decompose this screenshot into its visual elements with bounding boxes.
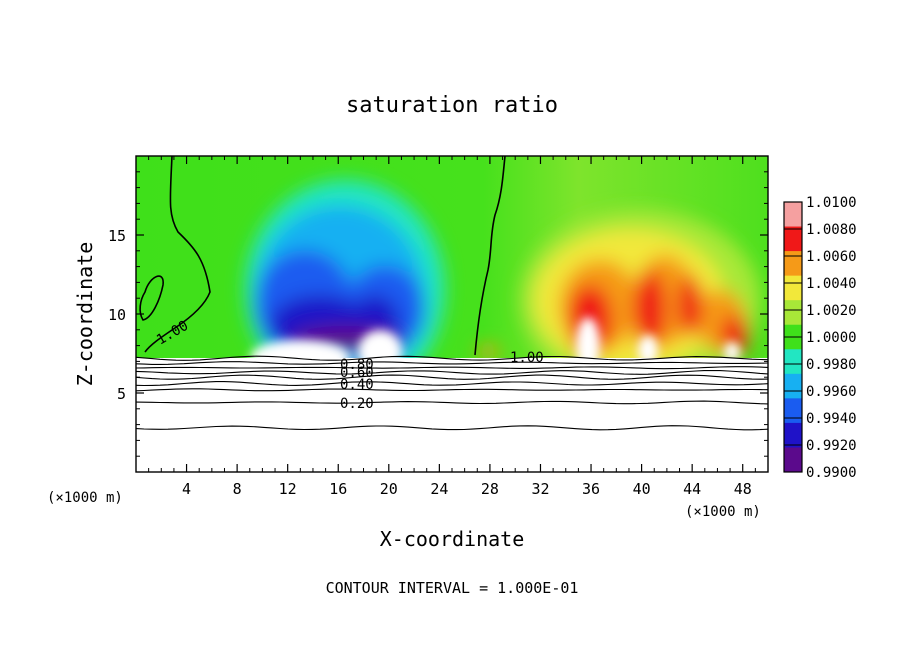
contour-label: 0.80	[340, 357, 374, 373]
x-tick-label: 16	[329, 480, 347, 498]
colorbar-label: 1.0040	[806, 276, 857, 292]
x-tick-label: 8	[233, 480, 242, 498]
x-tick-label: 20	[380, 480, 398, 498]
x-tick-label: 32	[531, 480, 549, 498]
contour-line	[135, 361, 769, 365]
contour-label: 1.00	[510, 350, 544, 366]
colorbar-swatch	[784, 422, 802, 448]
lower-contour-lines	[135, 355, 769, 431]
colorbar-label: 0.9940	[806, 411, 857, 427]
x-tick-label: 40	[633, 480, 651, 498]
x-tick-label: 36	[582, 480, 600, 498]
contour-line	[135, 381, 769, 387]
y-tick-label: 15	[108, 227, 126, 245]
contour-line	[135, 388, 769, 392]
y-tick-label: 10	[108, 306, 126, 324]
y-axis: 5 10 15	[108, 171, 768, 457]
contour-line	[135, 400, 769, 405]
x-tick-label: 24	[430, 480, 448, 498]
x-tick-label: 48	[734, 480, 752, 498]
colorbar-swatch	[784, 398, 802, 424]
colorbar-swatch	[784, 300, 802, 326]
colorbar-swatch	[784, 251, 802, 277]
contour-interval-note: CONTOUR INTERVAL = 1.000E-01	[326, 579, 579, 597]
x-tick-label: 4	[182, 480, 191, 498]
colorbar-label: 0.9920	[806, 438, 857, 454]
colorbar-label: 1.0060	[806, 249, 857, 265]
contour-line	[135, 374, 769, 380]
colorbar-label: 1.0000	[806, 330, 857, 346]
x-tick-label: 12	[279, 480, 297, 498]
colorbar-swatch	[784, 202, 802, 228]
y-axis-label: Z-coordinate	[73, 242, 97, 387]
colorbar-swatch	[784, 349, 802, 375]
contour-label: 0.60	[340, 365, 374, 381]
colorbar-swatch	[784, 275, 802, 301]
contour-label: 0.40	[340, 377, 374, 393]
contour-line	[135, 369, 769, 375]
contour-line	[135, 425, 769, 431]
x-axis: 4 8 12 16 20 24 28 32 36 40 44 48	[148, 156, 756, 498]
colorbar-label: 1.0080	[806, 222, 857, 238]
x-tick-label: 28	[481, 480, 499, 498]
y-tick-label: 5	[117, 385, 126, 403]
colorbar-swatch	[784, 373, 802, 399]
colorbar-swatch	[784, 447, 802, 473]
contour-line	[135, 355, 769, 361]
x-unit-left: (×1000 m)	[47, 490, 123, 506]
x-unit-right: (×1000 m)	[685, 504, 761, 520]
colorbar-label: 0.9900	[806, 465, 857, 481]
colorbar-swatch	[784, 226, 802, 252]
colorbar-label: 0.9960	[806, 384, 857, 400]
x-tick-label: 44	[683, 480, 701, 498]
heatmap-field	[135, 156, 769, 472]
chart-title: saturation ratio	[346, 93, 558, 118]
contour-line	[135, 366, 769, 370]
colorbar: 0.9900 0.9920 0.9940 0.9960 0.9980 1.0000 1.00…	[783, 195, 857, 481]
colorbar-label: 1.0100	[806, 195, 857, 211]
colorbar-label: 1.0020	[806, 303, 857, 319]
x-axis-label: X-coordinate	[380, 527, 525, 551]
contour-label: 0.20	[340, 396, 374, 412]
colorbar-label: 0.9980	[806, 357, 857, 373]
